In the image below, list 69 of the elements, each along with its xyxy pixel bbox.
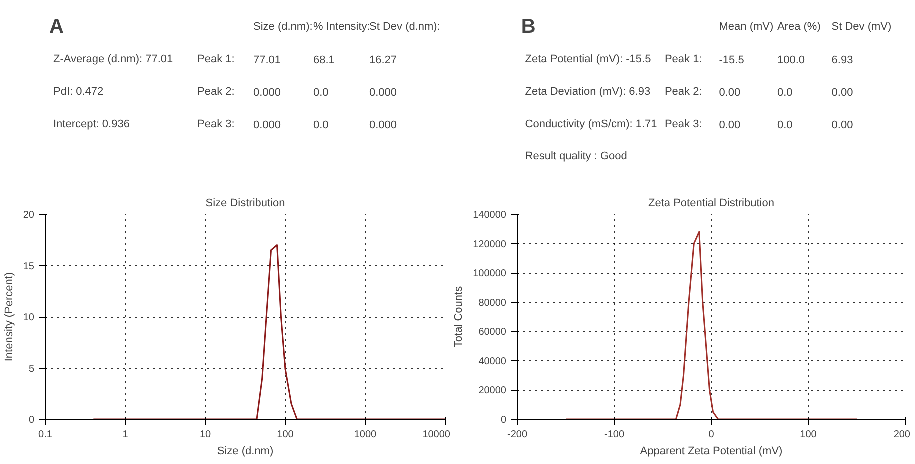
y-tick-label: 0 [28, 415, 35, 426]
y-tick-label: 10 [23, 312, 35, 324]
x-tick-label: 0 [708, 430, 715, 440]
text: 0.000 [370, 119, 398, 132]
x-tick-label: 0.1 [38, 430, 53, 440]
text: Z-Average (d.nm): 77.01 [54, 54, 174, 66]
text: 0.00 [832, 86, 854, 99]
text: 0.00 [719, 119, 741, 132]
chart-title: Zeta Potential Distribution [648, 198, 774, 210]
x-tick-label: 100 [800, 430, 818, 440]
text: 0.000 [254, 86, 282, 99]
text: -15.5 [719, 54, 744, 66]
x-tick-label: 10000 [422, 430, 451, 440]
text: Mean (mV) [719, 21, 774, 34]
y-tick-label: 15 [23, 261, 35, 272]
text: 77.01 [254, 54, 282, 66]
x-tick-label: 100 [277, 430, 294, 440]
text: Area (%) [777, 21, 821, 34]
x-tick-label: 1000 [354, 430, 378, 440]
y-axis-title: Intensity (Percent) [3, 272, 16, 362]
text: Intercept: 0.936 [54, 118, 130, 130]
x-tick-label: 10 [200, 430, 212, 440]
y-axis-title: Total Counts [453, 286, 466, 348]
x-axis-title: Size (d.nm) [217, 446, 274, 458]
text: 0.00 [832, 119, 854, 132]
text: Peak 3: [664, 118, 702, 130]
text: Conductivity (mS/cm): 1.71 [525, 118, 658, 130]
text: 68.1 [314, 54, 335, 66]
text: A [50, 16, 64, 38]
x-axis-title: Apparent Zeta Potential (mV) [640, 446, 783, 458]
y-tick-label: 40000 [478, 356, 507, 368]
text: Peak 3: [198, 118, 235, 130]
text: 0.00 [719, 86, 741, 99]
x-tick-label: 1 [122, 430, 129, 440]
text: Peak 1: [198, 54, 235, 66]
text: 0.0 [777, 119, 793, 132]
x-tick-label: -200 [507, 430, 528, 440]
y-tick-label: 0 [500, 415, 507, 426]
text: Peak 2: [198, 86, 235, 98]
y-tick-label: 20000 [478, 386, 507, 397]
text: St Dev (d.nm): [370, 21, 440, 34]
chart-title: Size Distribution [206, 198, 286, 210]
x-tick-label: 200 [894, 430, 911, 440]
text: Zeta Potential (mV): -15.5 [525, 54, 652, 66]
text: Peak 2: [664, 86, 702, 98]
text: Size (d.nm): [254, 21, 313, 34]
y-tick-label: 60000 [478, 327, 507, 338]
text: 6.93 [832, 54, 854, 66]
y-tick-label: 80000 [478, 298, 507, 309]
y-tick-label: 20 [23, 210, 35, 221]
text: Peak 1: [664, 54, 702, 66]
text: 16.27 [370, 54, 398, 66]
text: 0.0 [314, 86, 329, 99]
text: 0.0 [777, 86, 793, 99]
text: % Intensity: [314, 21, 370, 34]
text: PdI: 0.472 [54, 86, 104, 98]
text: Result quality : Good [525, 150, 628, 163]
text: St Dev (mV) [832, 21, 892, 34]
text: 100.0 [777, 54, 805, 66]
y-tick-label: 5 [28, 364, 35, 375]
text: 0.000 [254, 119, 282, 132]
y-tick-label: 140000 [473, 210, 507, 221]
text: 0.0 [314, 119, 329, 132]
text: Zeta Deviation (mV): 6.93 [525, 86, 651, 98]
y-tick-label: 100000 [473, 268, 507, 280]
text: B [521, 16, 536, 38]
y-tick-label: 120000 [473, 239, 507, 250]
x-tick-label: -100 [604, 430, 625, 440]
text: 0.000 [370, 86, 398, 99]
